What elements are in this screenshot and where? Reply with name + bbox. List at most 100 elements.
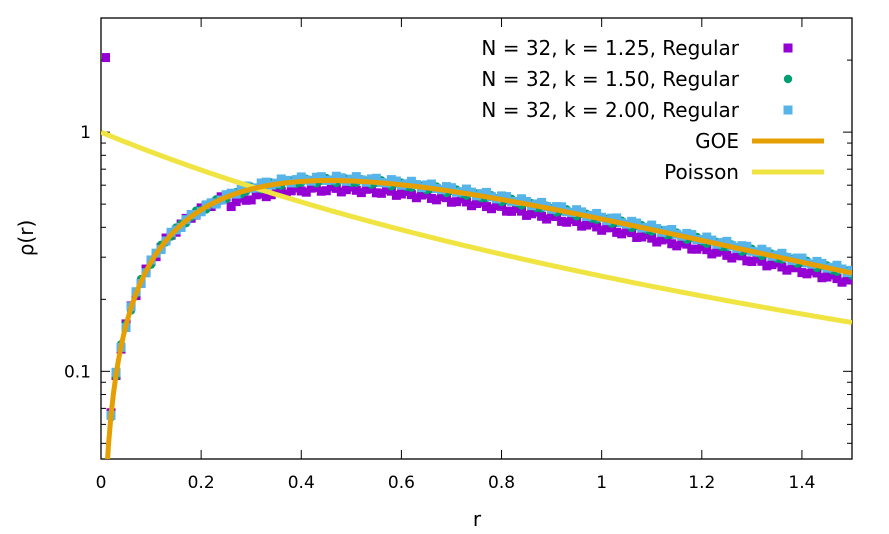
data-point: [702, 232, 712, 242]
data-point: [326, 182, 336, 192]
data-point: [446, 183, 456, 193]
data-point: [316, 172, 326, 182]
legend: N = 32, k = 1.25, Regular N = 32, k = 1.5…: [481, 36, 824, 184]
data-point: [522, 196, 532, 206]
data-point: [612, 227, 622, 237]
data-point: [461, 197, 471, 207]
data-point: [842, 275, 852, 285]
data-point: [436, 192, 446, 202]
data-point: [777, 248, 787, 258]
data-point: [316, 186, 326, 196]
data-point: [281, 189, 291, 199]
data-point: [762, 247, 772, 257]
data-point: [351, 185, 361, 195]
data-point: [512, 204, 522, 214]
y-axis-label: ρ(r): [14, 220, 38, 257]
data-point: [822, 272, 832, 282]
data-point: [256, 178, 266, 188]
data-point: [667, 239, 677, 249]
data-point: [582, 220, 592, 230]
data-point: [757, 256, 767, 266]
legend-label: N = 32, k = 1.50, Regular: [481, 67, 739, 91]
data-point: [702, 245, 712, 255]
data-point: [251, 190, 261, 200]
data-point: [672, 241, 682, 251]
data-point: [647, 220, 657, 230]
data-point: [411, 193, 421, 203]
data-point: [356, 188, 366, 198]
data-point: [807, 266, 817, 276]
data-point: [707, 249, 717, 259]
series-2-points: [106, 173, 852, 422]
data-point: [376, 188, 386, 198]
data-point: [777, 262, 787, 272]
data-point: [261, 192, 271, 202]
data-point: [832, 274, 842, 284]
data-point: [817, 258, 827, 268]
data-point: [246, 195, 256, 205]
data-point: [451, 197, 461, 207]
data-point: [306, 183, 316, 193]
data-point: [802, 269, 812, 279]
data-point: [542, 214, 552, 224]
data-point: [847, 274, 852, 284]
data-point: [461, 184, 471, 194]
data-point: [391, 176, 401, 186]
data-point: [441, 193, 451, 203]
data-point: [507, 206, 517, 216]
data-point: [577, 221, 587, 231]
data-point: [657, 235, 667, 245]
data-point: [351, 172, 361, 182]
data-point: [296, 186, 306, 196]
data-point: [627, 216, 637, 226]
data-point: [797, 253, 807, 263]
data-point: [557, 216, 567, 226]
data-point: [787, 263, 797, 273]
data-point: [527, 209, 537, 219]
data-point: [466, 201, 476, 211]
data-point: [747, 257, 757, 267]
legend-label: N = 32, k = 1.25, Regular: [481, 36, 739, 60]
data-point: [687, 230, 697, 240]
data-point: [697, 242, 707, 252]
data-point: [321, 186, 331, 196]
data-point: [617, 229, 627, 239]
y-tick-label: 1: [80, 123, 91, 143]
data-point: [301, 187, 311, 197]
x-axis-label: r: [473, 507, 482, 531]
data-point: [401, 186, 411, 196]
x-tick-label: 0.6: [388, 473, 415, 493]
data-point: [431, 195, 441, 205]
data-point: [366, 174, 376, 184]
data-point: [421, 180, 431, 190]
data-point: [396, 189, 406, 199]
data-point: [607, 213, 617, 223]
data-point: [572, 205, 582, 215]
data-point: [241, 195, 251, 205]
data-point: [537, 197, 547, 207]
data-point: [577, 207, 587, 217]
y-tick-label: 0.1: [64, 362, 91, 382]
data-point: [837, 277, 847, 287]
data-point: [562, 217, 572, 227]
data-point: [632, 232, 642, 242]
axis-ticks: 0 0.2 0.4 0.6 0.8 1 1.2 1.4 0.1 1: [64, 18, 852, 493]
data-point: [386, 175, 396, 185]
data-point: [406, 190, 416, 200]
data-point: [441, 182, 451, 192]
legend-label: N = 32, k = 2.00, Regular: [481, 98, 739, 122]
data-point-outlier: [102, 53, 110, 63]
data-point: [722, 236, 732, 246]
data-point: [782, 265, 792, 275]
data-point: [361, 184, 371, 194]
data-point: [637, 232, 647, 242]
data-point: [311, 172, 321, 182]
data-point: [426, 193, 436, 203]
data-point: [406, 176, 416, 186]
data-point: [727, 253, 737, 263]
data-point: [336, 187, 346, 197]
x-tick-label: 1.4: [788, 473, 815, 493]
data-point: [271, 185, 281, 195]
data-point: [667, 224, 677, 234]
